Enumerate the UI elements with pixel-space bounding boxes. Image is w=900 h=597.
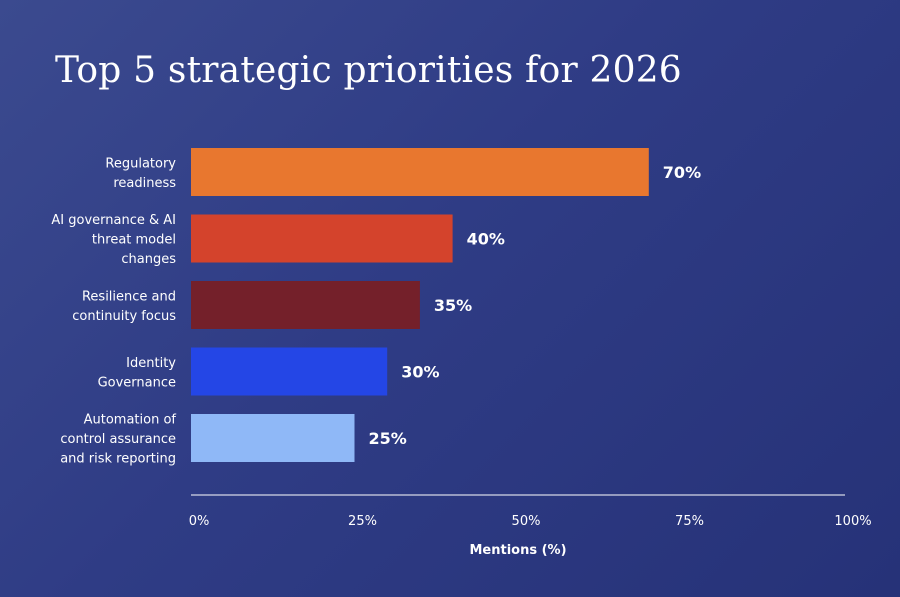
category-label-1: Regulatory readiness	[105, 156, 176, 191]
bar-1	[191, 148, 649, 196]
bar-2	[191, 214, 453, 263]
category-label-3: Resilience and continuity focus	[72, 289, 176, 324]
value-label-1: 70%	[663, 163, 701, 182]
value-label-2: 40%	[467, 230, 505, 249]
chart-title: Top 5 strategic priorities for 2026	[55, 50, 682, 91]
bar-5	[191, 414, 355, 462]
bar-4	[191, 347, 388, 396]
x-tick-label-3: 50%	[512, 514, 541, 529]
x-tick-label-1: 0%	[189, 514, 210, 529]
value-label-5: 25%	[369, 429, 407, 448]
category-label-2: AI governance & AI threat model changes	[51, 213, 176, 267]
value-label-4: 30%	[401, 363, 439, 382]
x-axis-title: Mentions (%)	[469, 543, 566, 558]
x-tick-label-5: 100%	[834, 514, 871, 529]
category-label-4: Identity Governance	[98, 356, 177, 391]
category-label-5: Automation of control assurance and risk r…	[60, 413, 176, 467]
x-tick-label-2: 25%	[348, 514, 377, 529]
bar-3	[191, 281, 420, 329]
x-tick-label-4: 75%	[675, 514, 704, 529]
value-label-3: 35%	[434, 296, 472, 315]
